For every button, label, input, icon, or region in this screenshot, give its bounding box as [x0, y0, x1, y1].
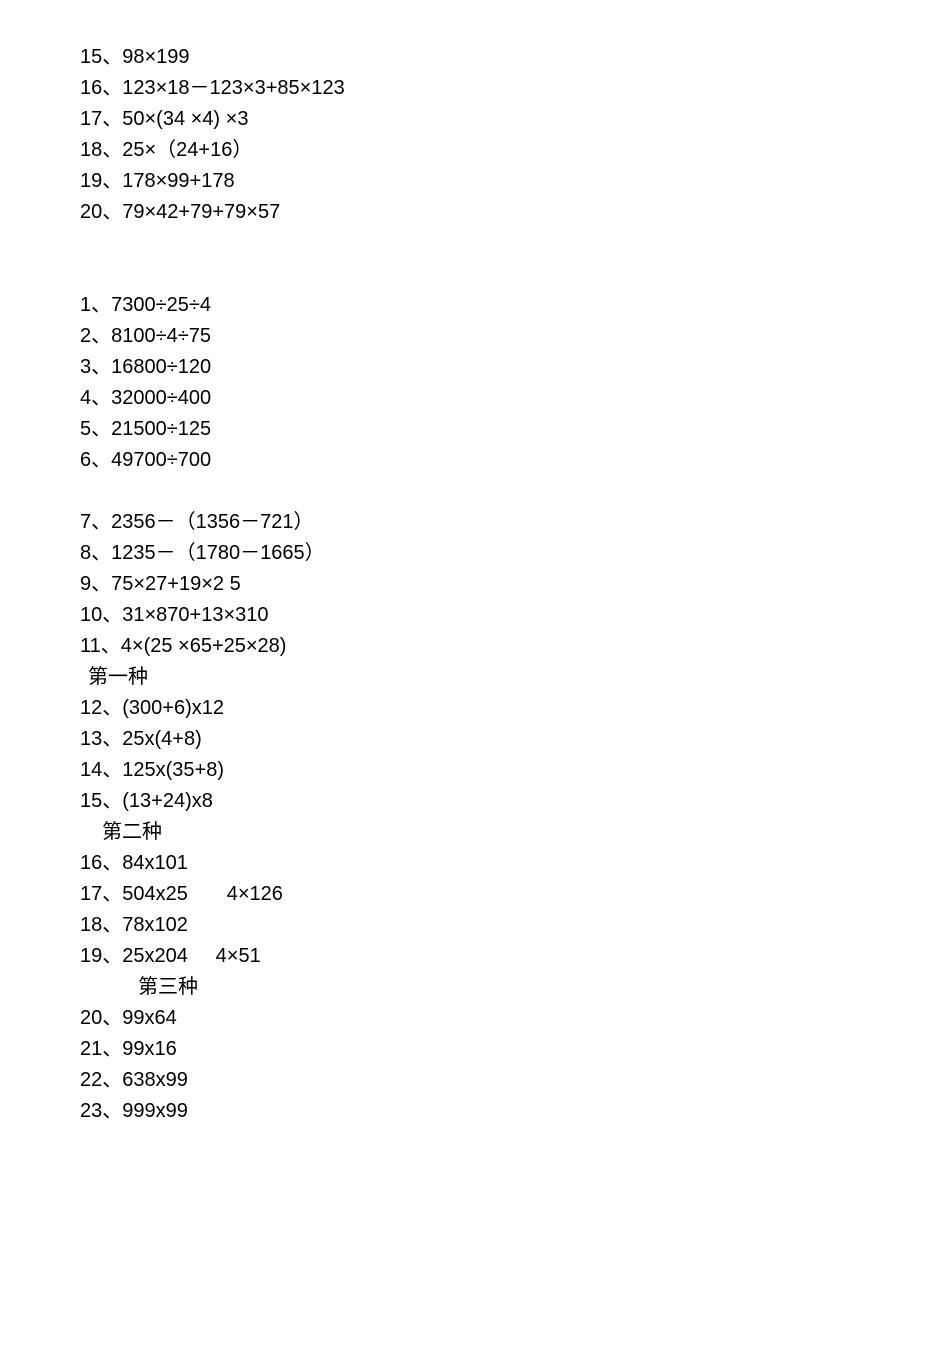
text-line: 2、8100÷4÷75	[80, 321, 950, 352]
text-line: 6、49700÷700	[80, 445, 950, 476]
text-line: 10、31×870+13×310	[80, 600, 950, 631]
text-line: 19、25x204 4×51	[80, 941, 950, 972]
text-line: 1、7300÷25÷4	[80, 290, 950, 321]
text-line: 5、21500÷125	[80, 414, 950, 445]
text-line: 17、504x25 4×126	[80, 879, 950, 910]
text-line: 12、(300+6)x12	[80, 693, 950, 724]
text-line: 23、999x99	[80, 1096, 950, 1127]
text-line: 4、32000÷400	[80, 383, 950, 414]
text-line: 14、125x(35+8)	[80, 755, 950, 786]
document-page: 15、98×19916、123×18－123×3+85×12317、50×(34…	[0, 0, 950, 1345]
blank-line	[80, 228, 950, 259]
text-line: 7、2356－（1356－721）	[80, 507, 950, 538]
text-line: 20、99x64	[80, 1003, 950, 1034]
text-line: 第一种	[88, 662, 950, 693]
text-line: 15、(13+24)x8	[80, 786, 950, 817]
text-line: 19、178×99+178	[80, 166, 950, 197]
blank-line	[80, 476, 950, 507]
text-line: 18、78x102	[80, 910, 950, 941]
text-line: 22、638x99	[80, 1065, 950, 1096]
text-line: 第二种	[102, 817, 950, 848]
text-line: 3、16800÷120	[80, 352, 950, 383]
text-line: 11、4×(25 ×65+25×28)	[80, 631, 950, 662]
text-line: 17、50×(34 ×4) ×3	[80, 104, 950, 135]
text-line: 20、79×42+79+79×57	[80, 197, 950, 228]
text-line: 21、99x16	[80, 1034, 950, 1065]
blank-line	[80, 259, 950, 290]
text-line: 15、98×199	[80, 42, 950, 73]
text-line: 18、25×（24+16）	[80, 135, 950, 166]
text-line: 16、123×18－123×3+85×123	[80, 73, 950, 104]
text-line: 第三种	[138, 972, 950, 1003]
text-line: 13、25x(4+8)	[80, 724, 950, 755]
text-line: 9、75×27+19×2 5	[80, 569, 950, 600]
text-line: 16、84x101	[80, 848, 950, 879]
text-line: 8、1235－（1780－1665）	[80, 538, 950, 569]
